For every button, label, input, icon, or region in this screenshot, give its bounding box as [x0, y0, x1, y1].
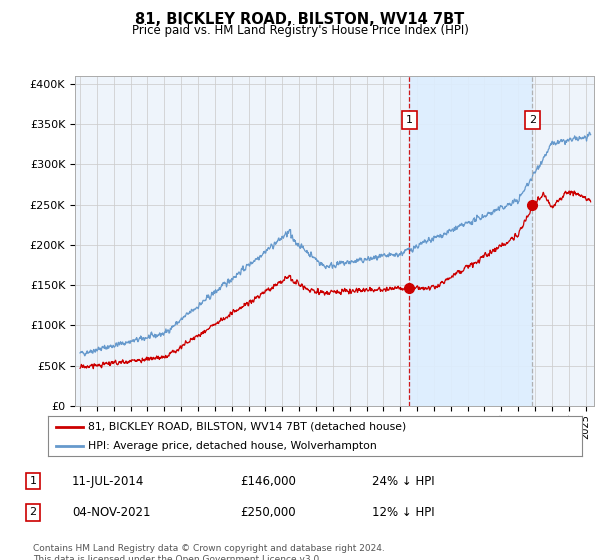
Text: 81, BICKLEY ROAD, BILSTON, WV14 7BT: 81, BICKLEY ROAD, BILSTON, WV14 7BT: [136, 12, 464, 27]
Bar: [409, 76, 532, 406]
Text: 1: 1: [406, 115, 413, 125]
Text: 24% ↓ HPI: 24% ↓ HPI: [372, 474, 434, 488]
Text: 81, BICKLEY ROAD, BILSTON, WV14 7BT (detached house): 81, BICKLEY ROAD, BILSTON, WV14 7BT (det…: [88, 422, 406, 432]
Text: Contains HM Land Registry data © Crown copyright and database right 2024.
This d: Contains HM Land Registry data © Crown c…: [33, 544, 385, 560]
Text: £250,000: £250,000: [240, 506, 296, 519]
Text: HPI: Average price, detached house, Wolverhampton: HPI: Average price, detached house, Wolv…: [88, 441, 377, 450]
Text: £146,000: £146,000: [240, 474, 296, 488]
Text: 2: 2: [29, 507, 37, 517]
Text: 2: 2: [529, 115, 536, 125]
Text: 04-NOV-2021: 04-NOV-2021: [72, 506, 151, 519]
Text: 11-JUL-2014: 11-JUL-2014: [72, 474, 145, 488]
Text: Price paid vs. HM Land Registry's House Price Index (HPI): Price paid vs. HM Land Registry's House …: [131, 24, 469, 37]
Text: 1: 1: [29, 476, 37, 486]
Text: 12% ↓ HPI: 12% ↓ HPI: [372, 506, 434, 519]
